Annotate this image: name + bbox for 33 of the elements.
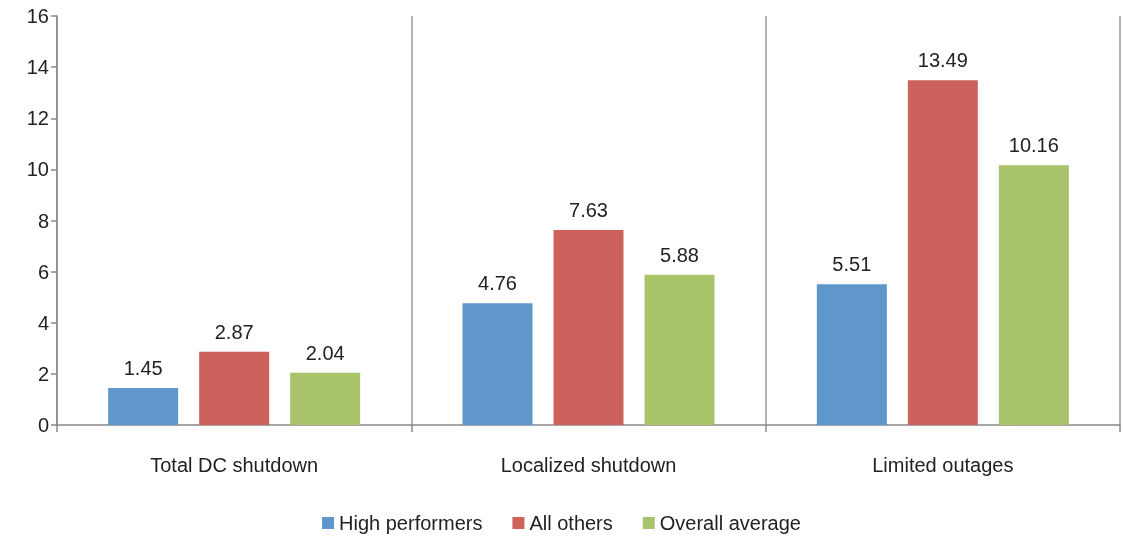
bar [644,274,715,425]
legend-label: High performers [339,512,483,534]
y-tick-label: 6 [37,260,49,283]
bar [462,303,533,425]
y-tick-label: 10 [26,158,49,181]
y-tick-label: 14 [26,56,49,79]
data-label: 7.63 [569,198,608,221]
legend-label: Overall average [659,512,801,534]
y-tick-label: 0 [37,414,49,436]
x-tick-label: Limited outages [872,454,1014,476]
bar [108,387,179,425]
bar [816,284,887,425]
data-label: 5.51 [832,253,872,276]
bar [290,372,361,425]
y-tick-label: 4 [37,311,49,334]
y-tick-label: 12 [26,107,49,130]
bar [998,165,1069,425]
y-tick-label: 8 [37,209,49,232]
y-tick-label: 16 [26,5,49,27]
legend-label: All others [529,512,613,534]
x-tick-label: Total DC shutdown [150,454,319,476]
data-label: 1.45 [123,356,163,379]
data-label: 2.87 [214,320,254,343]
x-tick-label: Localized shutdown [500,454,677,476]
data-label: 13.49 [917,49,968,72]
y-tick-label: 2 [37,362,49,385]
data-label: 4.76 [478,272,517,295]
data-label: 5.88 [660,243,699,266]
data-label: 10.16 [1008,134,1059,157]
bar [553,229,624,425]
bar [199,351,270,425]
data-label: 2.04 [305,341,345,364]
bar [907,80,978,425]
